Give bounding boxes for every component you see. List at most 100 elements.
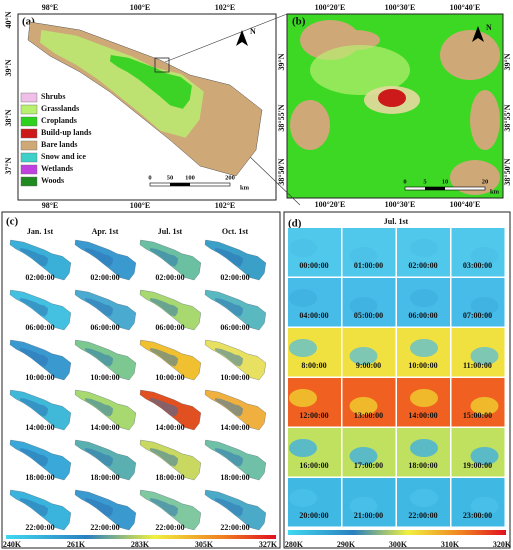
scale-unit: km (490, 188, 500, 195)
legend-label: Build-up lands (41, 128, 91, 137)
lat-label: 38°50'N (277, 158, 286, 185)
time-label: 13:00:00 (354, 411, 383, 420)
scale-label: 100 (185, 174, 195, 181)
scale-label: 10 (442, 178, 449, 185)
time-label: 19:00:00 (463, 461, 492, 470)
lst-map-detail (20, 448, 49, 467)
lst-cell-pattern (470, 297, 499, 315)
time-label: 23:00:00 (463, 511, 492, 520)
lst-map-detail (215, 398, 244, 417)
lst-cell-pattern (410, 389, 438, 407)
time-label: 07:00:00 (463, 311, 492, 320)
colorbar-label: 320K (493, 540, 512, 549)
lon-label: 98°E (42, 201, 59, 210)
lst-map-detail (215, 448, 244, 467)
lon-label: 100°20'E (315, 200, 346, 209)
lst-cell-pattern (289, 389, 317, 407)
lst-map-detail (150, 448, 179, 467)
panel-label: (c) (6, 216, 19, 228)
lst-cell-pattern (349, 497, 378, 515)
time-label: 22:00:00 (25, 523, 54, 532)
north-label: N (486, 23, 492, 32)
legend-swatch (20, 116, 38, 127)
lst-map-detail (85, 448, 114, 467)
lst-map-detail (150, 398, 179, 417)
scale-label: 5 (423, 178, 427, 185)
legend-swatch (20, 128, 38, 139)
legend-swatch (20, 92, 38, 103)
time-label: 20:00:00 (299, 511, 328, 520)
time-label: 22:00:00 (220, 523, 249, 532)
bare-land (440, 30, 500, 80)
colorbar-label: 280K (285, 540, 304, 549)
legend-label: Shrubs (41, 92, 65, 101)
time-label: 02:00:00 (408, 261, 437, 270)
time-label: 22:00:00 (90, 523, 119, 532)
bare-land (450, 160, 500, 195)
grassland (310, 45, 410, 95)
lst-cell-pattern (349, 297, 378, 315)
legend-label: Croplands (41, 116, 77, 125)
lst-cell-pattern (289, 289, 317, 307)
column-label: Jul. 1st (158, 227, 183, 236)
lst-map-detail (85, 298, 114, 317)
lst-cell-pattern (410, 339, 438, 357)
lon-label: 102°E (215, 3, 236, 12)
time-label: 03:00:00 (463, 261, 492, 270)
time-label: 06:00:00 (90, 323, 119, 332)
lst-map-detail (85, 398, 114, 417)
time-label: 06:00:00 (220, 323, 249, 332)
lst-map-detail (85, 348, 114, 367)
lst-cell-pattern (470, 247, 499, 265)
lst-cell-pattern (349, 247, 378, 265)
lat-label: 39°N (503, 53, 512, 70)
legend-swatch (20, 164, 38, 175)
legend-label: Wetlands (41, 164, 73, 173)
north-arrow (236, 30, 248, 46)
legend-label: Woods (41, 176, 64, 185)
lst-cell-pattern (289, 239, 317, 257)
lon-label: 100°30'E (385, 3, 416, 12)
colorbar (288, 530, 506, 535)
lon-label: 100°40'E (450, 200, 481, 209)
time-label: 10:00:00 (25, 373, 54, 382)
colorbar-label: 305K (195, 540, 214, 549)
colorbar (6, 535, 276, 539)
lst-map-detail (20, 348, 49, 367)
lst-cell-pattern (410, 489, 438, 507)
scale-label: 0 (403, 178, 406, 185)
scale-bar (170, 183, 190, 186)
time-label: 17:00:00 (354, 461, 383, 470)
bare-land (290, 100, 330, 150)
lon-label: 98°E (42, 3, 59, 12)
lst-map-detail (20, 398, 49, 417)
legend-swatch (20, 176, 38, 187)
lst-map-detail (215, 348, 244, 367)
time-label: 12:00:00 (299, 411, 328, 420)
lst-cell-pattern (470, 497, 499, 515)
lst-map-detail (150, 348, 179, 367)
lon-label: 100°E (130, 201, 151, 210)
column-label: Apr. 1st (92, 227, 119, 236)
lat-label: 39°N (4, 59, 13, 76)
scale-bar (425, 187, 445, 190)
lst-map-detail (20, 298, 49, 317)
time-label: 14:00:00 (408, 411, 437, 420)
lat-label: 37°N (4, 157, 13, 174)
scale-unit: km (240, 184, 250, 191)
time-label: 06:00:00 (408, 311, 437, 320)
time-label: 14:00:00 (90, 423, 119, 432)
lat-label: 39°N (277, 53, 286, 70)
lst-cell-pattern (470, 447, 499, 465)
lat-label: 38°55'N (503, 104, 512, 131)
colorbar-label: 290K (337, 540, 356, 549)
lon-label: 100°E (130, 3, 151, 12)
time-label: 05:00:00 (354, 311, 383, 320)
time-label: 10:00:00 (90, 373, 119, 382)
bare-land (330, 30, 380, 50)
scale-label: 0 (148, 174, 151, 181)
column-label: Jan. 1st (27, 227, 54, 236)
time-label: 21:00:00 (354, 511, 383, 520)
time-label: 02:00:00 (155, 273, 184, 282)
